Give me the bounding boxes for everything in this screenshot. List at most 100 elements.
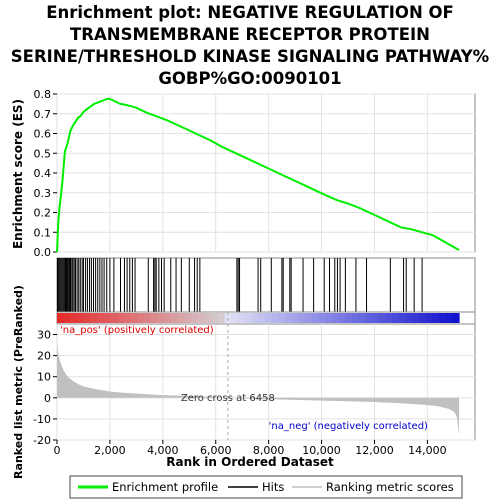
colorbar-segment <box>103 313 112 323</box>
colorbar-segment <box>291 313 299 323</box>
colorbar-segment <box>278 313 286 323</box>
colorbar-segment <box>298 313 306 323</box>
metric-xtick-label: 6,000 <box>200 444 232 457</box>
neg-correlated-label: 'na_neg' (negatively correlated) <box>269 421 428 432</box>
metric-ytick-label: -10 <box>33 413 51 426</box>
colorbar-segment <box>405 313 413 323</box>
colorbar-segment <box>271 313 279 323</box>
colorbar-segment <box>325 313 333 323</box>
colorbar-segment <box>264 313 272 323</box>
colorbar-segment <box>124 313 132 323</box>
colorbar-segment <box>345 313 353 323</box>
colorbar-segment <box>144 313 152 323</box>
metric-xtick-label: 2,000 <box>94 444 126 457</box>
colorbar-segment <box>197 313 205 323</box>
colorbar-segment <box>304 313 313 323</box>
es-ylabel: Enrichment score (ES) <box>11 99 25 249</box>
colorbar-segment <box>130 313 138 323</box>
hits-group <box>57 258 423 312</box>
colorbar-segment <box>331 313 339 323</box>
hits-panel <box>56 257 476 313</box>
colorbar-segment <box>351 313 360 323</box>
legend-label-enrichment: Enrichment profile <box>112 480 218 494</box>
colorbar-segment <box>258 313 266 323</box>
colorbar-segment <box>231 313 239 323</box>
colorbar-segment <box>63 313 71 323</box>
colorbar-segment <box>204 313 212 323</box>
colorbar-segment <box>371 313 380 323</box>
colorbar-segment <box>70 313 78 323</box>
colorbar-segment <box>385 313 393 323</box>
es-ytick-label: 0.2 <box>34 207 52 220</box>
es-ytick-label: 0.1 <box>34 226 52 239</box>
colorbar-segment <box>418 313 427 323</box>
metric-ylabel: Ranked list metric (PreRanked) <box>12 285 25 479</box>
colorbar-segment <box>77 313 85 323</box>
metric-x-axis: 0 2,000 4,000 6,000 8,000 10,000 12,000 14,000 <box>54 440 447 457</box>
colorbar-segment <box>150 313 159 323</box>
legend-label-hits: Hits <box>262 480 284 494</box>
metric-xtick-label: 10,000 <box>302 444 341 457</box>
es-ytick-label: 0.6 <box>34 128 52 141</box>
legend-label-metric: Ranking metric scores <box>326 480 454 494</box>
colorbar-segment <box>425 313 433 323</box>
colorbar-segment <box>164 313 172 323</box>
metric-ytick-label: 20 <box>37 350 51 363</box>
colorbar-segment <box>445 313 453 323</box>
colorbar-segment <box>284 313 293 323</box>
es-grid <box>56 93 475 253</box>
colorbar-segment <box>358 313 366 323</box>
metric-ytick-label: 0 <box>44 392 51 405</box>
colorbar-segment <box>432 313 440 323</box>
colorbar-segment <box>110 313 118 323</box>
colorbar-segment <box>452 313 460 323</box>
colorbar-segment <box>170 313 179 323</box>
metric-xtick-label: 8,000 <box>253 444 285 457</box>
colorbar-segment <box>392 313 400 323</box>
title-line-3: SERINE/THRESHOLD KINASE SIGNALING PATHWA… <box>11 47 490 66</box>
colorbar-segment <box>57 313 65 323</box>
colorbar-segment <box>137 313 145 323</box>
legend-box <box>69 475 463 499</box>
es-y-axis: 0.0 0.1 0.2 0.3 0.4 0.5 0.6 0.7 0.8 <box>34 88 57 259</box>
rank-colorbar <box>57 313 460 323</box>
colorbar-segment <box>398 313 407 323</box>
colorbar-segment <box>251 313 259 323</box>
metric-ytick-label: 30 <box>37 329 51 342</box>
metric-xlabel: Rank in Ordered Dataset <box>166 455 334 469</box>
legend: Enrichment profile Hits Ranking metric s… <box>78 480 454 494</box>
colorbar-segment <box>311 313 319 323</box>
colorbar-segment <box>211 313 219 323</box>
es-ytick-label: 0.7 <box>34 108 52 121</box>
title-line-2: TRANSMEMBRANE RECEPTOR PROTEIN <box>70 25 430 44</box>
colorbar-segment <box>439 313 447 323</box>
metric-xtick-label: 12,000 <box>355 444 394 457</box>
colorbar-segment <box>338 313 346 323</box>
colorbar-segment <box>237 313 246 323</box>
colorbar-segment <box>365 313 373 323</box>
metric-ytick-label: 10 <box>37 371 51 384</box>
colorbar-segment <box>318 313 326 323</box>
colorbar-segment <box>90 313 98 323</box>
colorbar-segment <box>244 313 252 323</box>
colorbar-segment <box>217 313 226 323</box>
metric-y-axis: 30 20 10 0 -10 -20 <box>33 329 57 447</box>
colorbar-segment <box>378 313 386 323</box>
colorbar-segment <box>177 313 185 323</box>
title-line-4: GOBP%GO:0090101 <box>158 69 341 88</box>
zero-cross-label: Zero cross at 6458 <box>181 393 275 404</box>
colorbar-segment <box>97 313 105 323</box>
colorbar-segment <box>191 313 199 323</box>
es-ytick-label: 0.4 <box>34 167 52 180</box>
es-ytick-label: 0.0 <box>34 246 52 259</box>
es-ytick-label: 0.3 <box>34 187 52 200</box>
colorbar-segment <box>157 313 165 323</box>
metric-xtick-label: 4,000 <box>147 444 179 457</box>
metric-xtick-label: 14,000 <box>408 444 447 457</box>
title: Enrichment plot: NEGATIVE REGULATION OF … <box>11 3 490 88</box>
pos-correlated-label: 'na_pos' (positively correlated) <box>60 325 214 336</box>
colorbar-segment <box>83 313 92 323</box>
colorbar-segment <box>412 313 420 323</box>
es-ytick-label: 0.5 <box>34 147 52 160</box>
